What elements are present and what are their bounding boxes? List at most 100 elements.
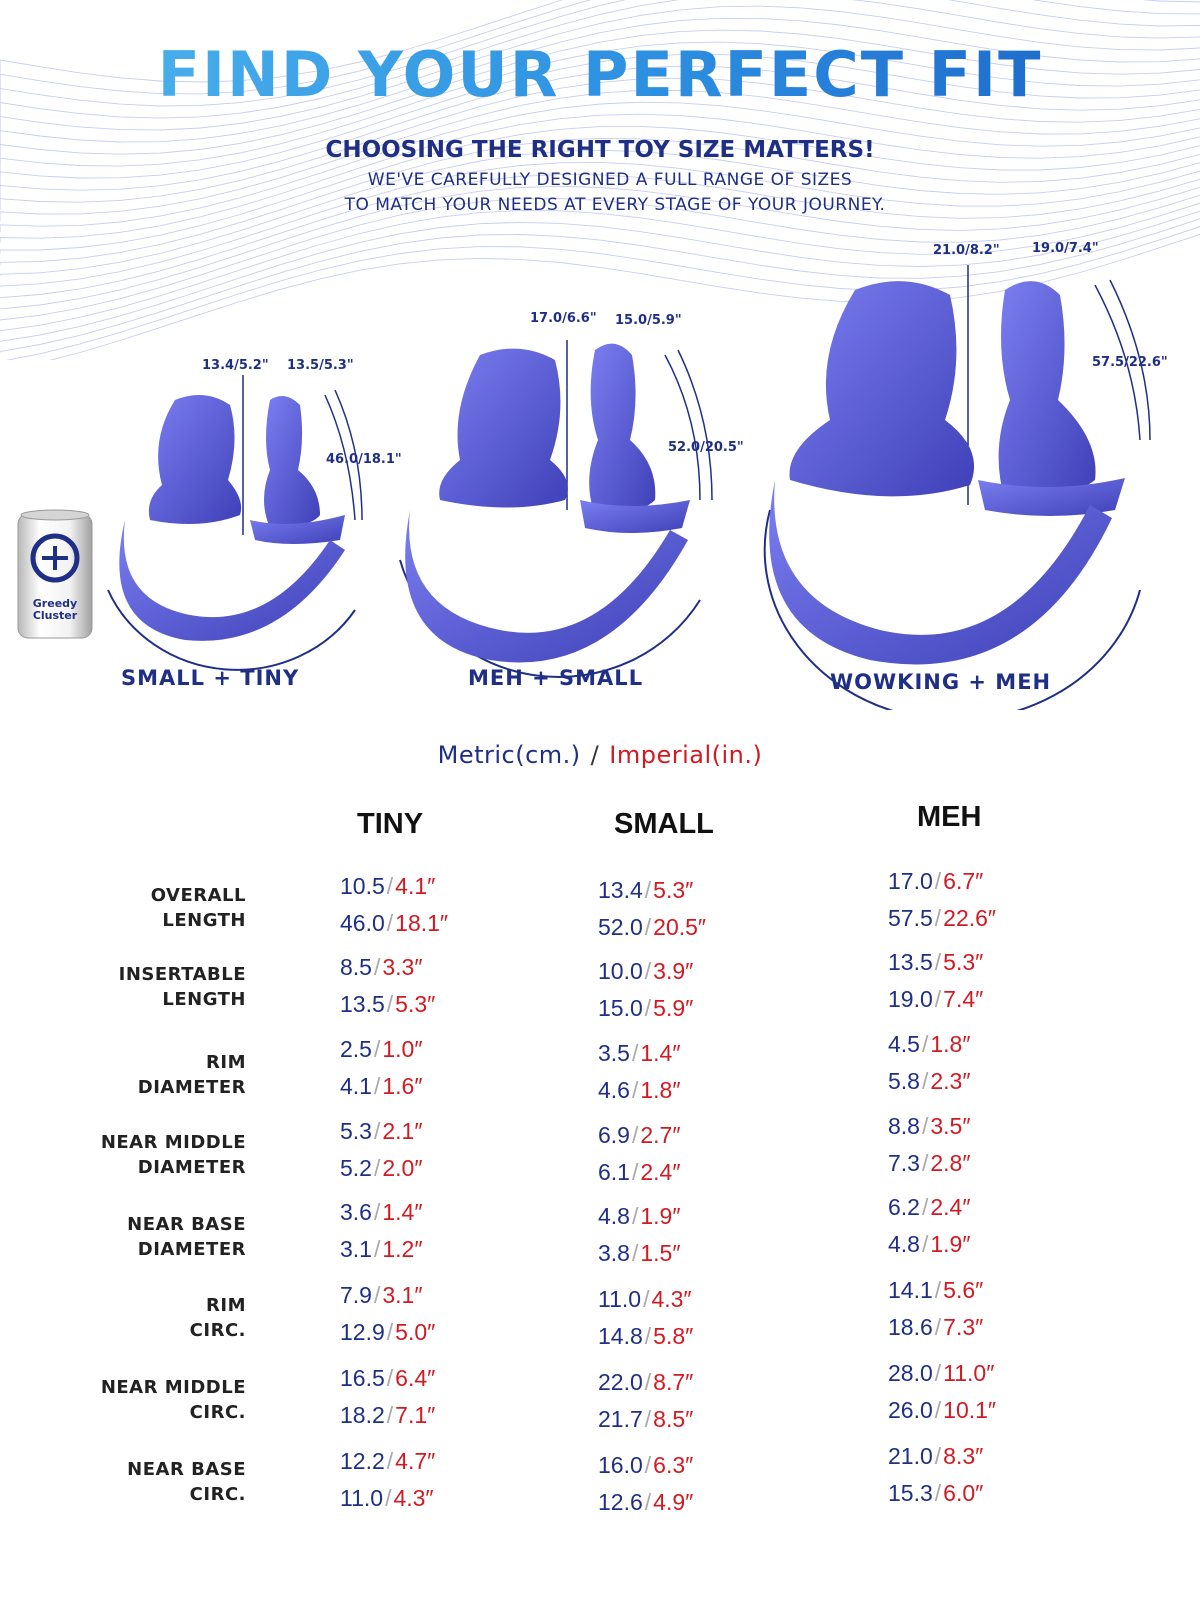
metric-value: 15.0: [598, 995, 643, 1021]
set-3-dim-b: 19.0/7.4": [1032, 241, 1099, 256]
product-illustrations: [107, 265, 1151, 710]
table-cell: 16.5/6.4″: [340, 1365, 436, 1391]
column-header-tiny: TINY: [357, 808, 424, 840]
description-line-2: TO MATCH YOUR NEEDS AT EVERY STAGE OF YO…: [344, 195, 886, 215]
table-cell: 21.7/8.5″: [598, 1406, 694, 1432]
imperial-value: 2.7″: [640, 1122, 681, 1148]
table-cell: 14.8/5.8″: [598, 1323, 694, 1349]
metric-value: 12.6: [598, 1489, 643, 1515]
metric-value: 11.0: [598, 1286, 642, 1312]
metric-value: 21.7: [598, 1406, 643, 1432]
imperial-value: 5.0″: [395, 1319, 436, 1345]
imperial-value: 3.3″: [382, 954, 423, 980]
imperial-value: 4.1″: [395, 873, 436, 899]
metric-value: 18.6: [888, 1314, 933, 1340]
metric-value: 2.5: [340, 1036, 372, 1062]
imperial-value: 1.5″: [640, 1240, 681, 1266]
table-cell: 12.6/4.9″: [598, 1489, 694, 1515]
imperial-unit-label: Imperial(in.): [609, 741, 763, 769]
imperial-value: 3.9″: [653, 958, 694, 984]
metric-value: 4.8: [888, 1231, 920, 1257]
imperial-value: 1.9″: [930, 1231, 971, 1257]
table-cell: 18.6/7.3″: [888, 1314, 984, 1340]
imperial-value: 1.9″: [640, 1203, 681, 1229]
table-cell: 4.6/1.8″: [598, 1077, 681, 1103]
set-small-tiny-image: [107, 375, 363, 671]
set-2-dim-c: 52.0/20.5": [668, 440, 744, 455]
imperial-value: 1.4″: [382, 1199, 423, 1225]
metric-value: 8.5: [340, 954, 372, 980]
row-label: NEAR BASE DIAMETER: [127, 1214, 246, 1260]
metric-value: 13.4: [598, 877, 643, 903]
metric-value: 52.0: [598, 914, 643, 940]
table-cell: 4.8/1.9″: [888, 1231, 971, 1257]
table-cell: 8.5/3.3″: [340, 954, 423, 980]
table-cell: 57.5/22.6″: [888, 905, 997, 931]
table-cell: 4.1/1.6″: [340, 1073, 423, 1099]
imperial-value: 2.4″: [640, 1159, 681, 1185]
metric-value: 15.3: [888, 1480, 933, 1506]
metric-value: 13.5: [340, 991, 385, 1017]
metric-value: 6.2: [888, 1194, 920, 1220]
row-label: RIM DIAMETER: [137, 1052, 246, 1098]
metric-value: 6.9: [598, 1122, 630, 1148]
imperial-value: 1.0″: [382, 1036, 423, 1062]
imperial-value: 5.3″: [943, 949, 984, 975]
metric-value: 4.1: [340, 1073, 372, 1099]
set-3-label: WOWKING + MEH: [830, 670, 1052, 694]
imperial-value: 8.7″: [653, 1369, 694, 1395]
metric-value: 4.6: [598, 1077, 630, 1103]
imperial-value: 1.8″: [930, 1031, 971, 1057]
metric-value: 5.8: [888, 1068, 920, 1094]
metric-value: 21.0: [888, 1443, 933, 1469]
imperial-value: 8.3″: [943, 1443, 984, 1469]
metric-value: 14.1: [888, 1277, 933, 1303]
table-cell: 3.6/1.4″: [340, 1199, 423, 1225]
table-cell: 22.0/8.7″: [598, 1369, 694, 1395]
table-cell: 3.1/1.2″: [340, 1236, 423, 1262]
set-3-dim-a: 21.0/8.2": [933, 243, 1000, 258]
metric-value: 12.9: [340, 1319, 385, 1345]
table-cell: 16.0/6.3″: [598, 1452, 694, 1478]
table-cell: 10.5/4.1″: [340, 873, 436, 899]
table-cell: 5.3/2.1″: [340, 1118, 423, 1144]
imperial-value: 18.1″: [395, 910, 449, 936]
set-meh-small-image: [399, 340, 713, 679]
imperial-value: 2.3″: [930, 1068, 971, 1094]
table-cell: 5.8/2.3″: [888, 1068, 971, 1094]
table-cell: 2.5/1.0″: [340, 1036, 423, 1062]
imperial-value: 7.1″: [395, 1402, 436, 1428]
table-cell: 6.2/2.4″: [888, 1194, 971, 1220]
row-label: OVERALL LENGTH: [150, 885, 246, 931]
imperial-value: 1.4″: [640, 1040, 681, 1066]
metric-value: 7.3: [888, 1150, 920, 1176]
set-1-dim-b: 13.5/5.3": [287, 358, 354, 373]
metric-value: 26.0: [888, 1397, 933, 1423]
imperial-value: 6.0″: [943, 1480, 984, 1506]
imperial-value: 1.6″: [382, 1073, 423, 1099]
imperial-value: 5.8″: [653, 1323, 694, 1349]
column-header-small: SMALL: [614, 808, 714, 840]
table-cell: 52.0/20.5″: [598, 914, 707, 940]
imperial-value: 6.3″: [653, 1452, 694, 1478]
table-cell: 19.0/7.4″: [888, 986, 984, 1012]
imperial-value: 5.3″: [395, 991, 436, 1017]
imperial-value: 7.3″: [943, 1314, 984, 1340]
imperial-value: 6.7″: [943, 868, 984, 894]
set-wowking-meh-image: [763, 265, 1151, 710]
table-cell: 13.4/5.3″: [598, 877, 694, 903]
table-cell: 26.0/10.1″: [888, 1397, 997, 1423]
imperial-value: 6.4″: [395, 1365, 436, 1391]
table-cell: 6.1/2.4″: [598, 1159, 681, 1185]
table-cell: 7.9/3.1″: [340, 1282, 423, 1308]
table-cell: 4.8/1.9″: [598, 1203, 681, 1229]
table-cell: 8.8/3.5″: [888, 1113, 971, 1139]
imperial-value: 4.7″: [395, 1448, 436, 1474]
soda-can-scale-reference: [17, 509, 93, 639]
row-label: RIM CIRC.: [189, 1295, 246, 1341]
metric-value: 3.6: [340, 1199, 372, 1225]
metric-value: 14.8: [598, 1323, 643, 1349]
page-title: FIND YOUR PERFECT FIT: [0, 38, 1200, 111]
can-brand-text: Greedy Cluster: [32, 597, 78, 622]
imperial-value: 5.9″: [653, 995, 694, 1021]
